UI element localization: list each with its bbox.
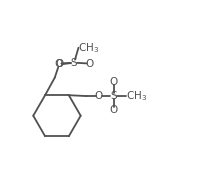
Text: O: O: [55, 59, 63, 69]
Text: O: O: [94, 91, 102, 101]
Text: O: O: [109, 105, 117, 115]
Text: O: O: [54, 59, 62, 68]
Text: S: S: [70, 58, 77, 68]
Text: CH$_3$: CH$_3$: [78, 41, 99, 55]
Text: CH$_3$: CH$_3$: [125, 89, 146, 103]
Text: O: O: [109, 77, 117, 87]
Text: S: S: [110, 91, 116, 101]
Text: O: O: [85, 59, 94, 68]
